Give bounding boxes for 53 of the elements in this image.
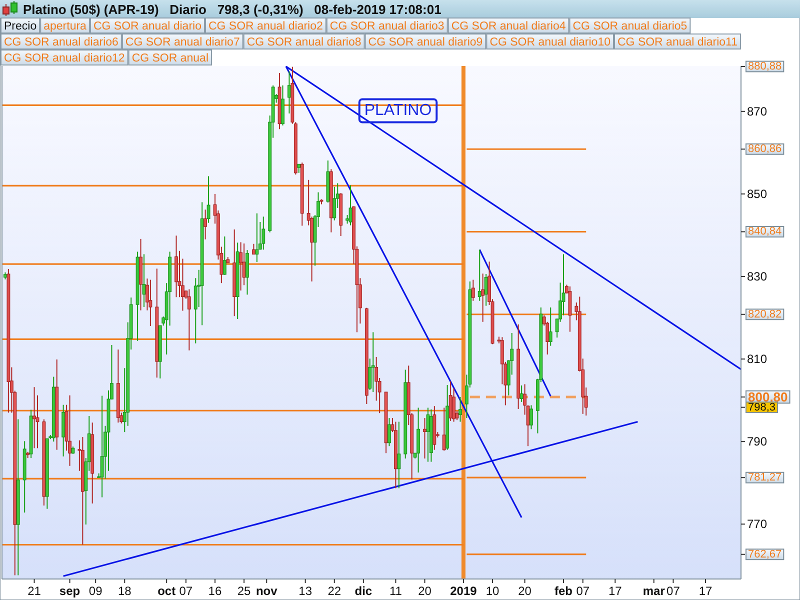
x-tick-label: 21 [28,584,42,598]
text: CG SOR anual diario [93,20,202,32]
x-tick-label: 2019 [450,584,478,598]
text: PLATINO [364,102,432,120]
x-tick-label: 11 [389,584,402,598]
x-tick-label: 13 [298,584,312,598]
y-tick-label: 880,88 [748,60,782,72]
y-tick-label: 850 [747,186,768,201]
x-tick-label: 20 [418,584,432,598]
y-tick-label: 820,82 [748,308,782,320]
x-tick-label: 17 [608,584,622,598]
text: CG SOR anual diario2 [208,20,323,32]
y-tick-label: 860,86 [748,143,782,156]
x-tick-label: 07 [666,584,680,598]
chart-title: Platino (50$) (APR-19) Diario 798,3 (-0,31%) 08-feb-2019 17:08:01 [23,2,442,17]
text: apertura [44,20,88,32]
x-tick-label: mar [642,584,666,598]
x-tick-label: 25 [237,584,252,598]
y-tick-label: 830 [747,269,768,284]
text: CG SOR anual diario3 [330,20,444,32]
y-tick-label: 870 [747,104,768,118]
x-tick-label: oct [158,584,176,598]
x-tick-label: 07 [576,584,590,598]
x-tick-label: 20 [518,584,532,598]
x-tick-label: sep [59,584,80,598]
text: CG SOR anual diario4 [451,20,566,32]
x-tick-label: feb [554,584,573,598]
text: CG SOR anual diario8 [246,36,362,48]
x-tick-label: 17 [698,584,712,598]
text: CG SOR anual diario5 [572,20,688,32]
text: CG SOR anual diario11 [618,36,738,48]
x-tick-label: 18 [118,584,132,598]
y-tick-label: 798,3 [748,401,776,414]
y-tick-label: 840,84 [748,226,782,238]
x-tick-label: nov [256,584,278,598]
text: Precio [4,20,37,32]
text: CG SOR anual [132,52,209,64]
x-tick-label: 16 [208,584,222,598]
y-tick-label: 770 [747,517,768,532]
text: CG SOR anual diario10 [490,36,610,48]
x-tick-label: 22 [328,584,342,598]
x-tick-label: 10 [486,584,500,598]
text: CG SOR anual diario7 [125,36,240,48]
y-tick-label: 762,67 [748,548,782,560]
text: CG SOR anual diario6 [4,36,118,48]
y-tick-label: 810 [747,352,768,366]
x-tick-label: 09 [88,584,103,598]
y-tick-label: 781,27 [748,472,782,484]
x-tick-label: dic [354,584,372,598]
y-tick-label: 790 [747,434,768,449]
text: CG SOR anual diario12 [4,52,125,64]
x-tick-label: 07 [179,584,193,598]
text: CG SOR anual diario9 [368,36,483,48]
